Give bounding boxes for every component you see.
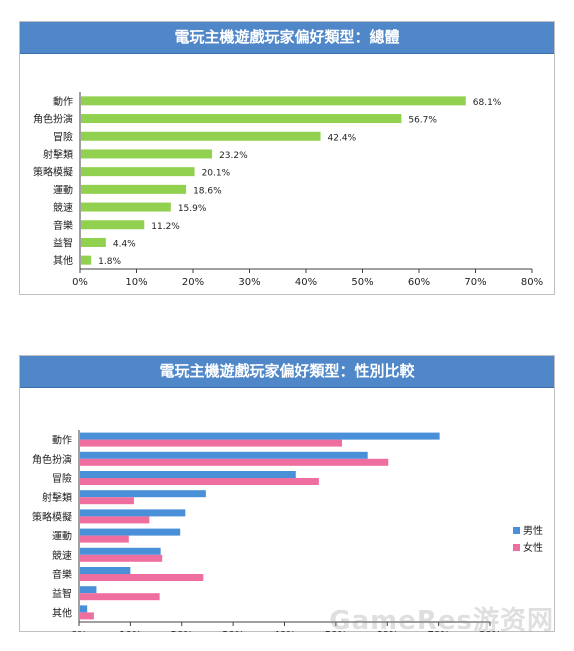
category-label: 射擊類 [42, 491, 72, 504]
bar [81, 237, 106, 247]
bar-1 [80, 612, 94, 620]
bar [81, 202, 171, 212]
bar-1 [80, 497, 134, 505]
category-label: 冒險 [53, 130, 73, 143]
category-label: 動作 [52, 434, 72, 447]
legend-swatch [513, 527, 520, 534]
category-label: 其他 [53, 254, 73, 267]
bar [81, 131, 321, 141]
x-tick-label: 40% [295, 277, 317, 288]
category-label: 其他 [52, 606, 72, 619]
legend-label: 男性 [523, 524, 543, 537]
value-label: 18.6% [193, 186, 222, 196]
x-tick-label: 30% [238, 277, 260, 288]
x-tick-label: 0% [72, 277, 88, 288]
bar-0 [80, 432, 440, 440]
value-label: 11.2% [151, 222, 180, 232]
category-label: 音樂 [53, 219, 73, 232]
bar-0 [80, 605, 88, 613]
bar-0 [80, 528, 181, 536]
bar-1 [80, 458, 389, 466]
x-tick-label: 40% [273, 630, 295, 632]
category-label: 競速 [52, 549, 72, 562]
bar [81, 114, 402, 124]
bar [81, 167, 195, 177]
bar-1 [80, 439, 343, 447]
x-tick-label: 20% [171, 630, 193, 632]
x-tick-label: 80% [521, 277, 543, 288]
overall-chart-title: 電玩主機遊戲玩家偏好類型：總體 [20, 22, 554, 54]
value-label: 56.7% [408, 116, 437, 126]
bar-0 [80, 451, 368, 459]
category-label: 益智 [53, 236, 73, 249]
gender-chart-panel: 電玩主機遊戲玩家偏好類型：性別比較 0%10%20%30%40%50%60%70… [19, 355, 555, 641]
category-label: 射擊類 [43, 148, 73, 161]
bar-1 [80, 535, 129, 543]
category-label: 競速 [53, 201, 73, 214]
watermark: GameRes游资网 [329, 606, 554, 636]
x-tick-label: 20% [182, 277, 204, 288]
value-label: 1.8% [98, 257, 121, 267]
bar-0 [80, 509, 186, 517]
bar-0 [80, 490, 206, 498]
bar [81, 96, 466, 106]
bar-1 [80, 478, 319, 485]
value-label: 20.1% [202, 169, 231, 179]
x-tick-label: 50% [351, 277, 373, 288]
category-label: 音樂 [52, 568, 72, 581]
bar-1 [80, 554, 163, 562]
category-label: 角色扮演 [32, 453, 72, 466]
category-label: 益智 [52, 587, 72, 600]
x-tick-label: 70% [464, 277, 486, 288]
bar-0 [80, 586, 97, 594]
bar-0 [80, 471, 296, 478]
category-label: 策略模擬 [32, 510, 72, 523]
legend-swatch [513, 544, 520, 551]
category-label: 角色扮演 [33, 113, 73, 126]
bar [81, 220, 145, 230]
category-label: 冒險 [52, 472, 72, 485]
gender-bar-chart: 0%10%20%30%40%50%60%70%80%動作角色扮演冒險射擊類策略模… [32, 430, 543, 641]
bar-1 [80, 574, 204, 581]
x-tick-label: 10% [125, 277, 147, 288]
x-tick-label: 30% [222, 630, 244, 632]
value-label: 42.4% [328, 133, 357, 143]
bar-1 [80, 516, 150, 524]
value-label: 4.4% [113, 239, 136, 249]
overall-bar-chart: 0% 10% 20% 30% 40% 50% 60% 70% 80% 動作 68.1% 角色扮演 56.… [33, 92, 543, 288]
value-label: 15.9% [178, 204, 207, 214]
gender-chart-title: 電玩主機遊戲玩家偏好類型：性別比較 [20, 356, 554, 388]
category-label: 運動 [53, 183, 73, 196]
bar-1 [80, 593, 160, 601]
bar-0 [80, 547, 161, 555]
bar [81, 255, 92, 265]
x-tick-label: 0% [71, 630, 87, 632]
category-label: 策略模擬 [33, 166, 73, 179]
legend-label: 女性 [523, 541, 543, 554]
x-tick-label: 60% [408, 277, 430, 288]
bar [81, 184, 187, 194]
bar-0 [80, 567, 131, 574]
value-label: 68.1% [473, 98, 502, 108]
category-label: 動作 [53, 95, 73, 108]
overall-chart-panel: 電玩主機遊戲玩家偏好類型：總體 0% 10% 20% 30% 40% 50% 60% 70% 8… [19, 21, 555, 295]
x-tick-label: 10% [119, 630, 141, 632]
value-label: 23.2% [219, 151, 248, 161]
category-label: 運動 [52, 530, 72, 543]
bar [81, 149, 213, 159]
